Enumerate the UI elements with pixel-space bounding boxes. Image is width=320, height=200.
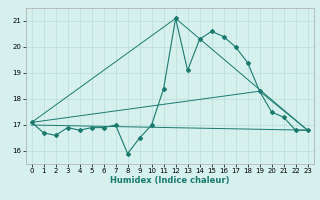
- X-axis label: Humidex (Indice chaleur): Humidex (Indice chaleur): [110, 176, 229, 185]
